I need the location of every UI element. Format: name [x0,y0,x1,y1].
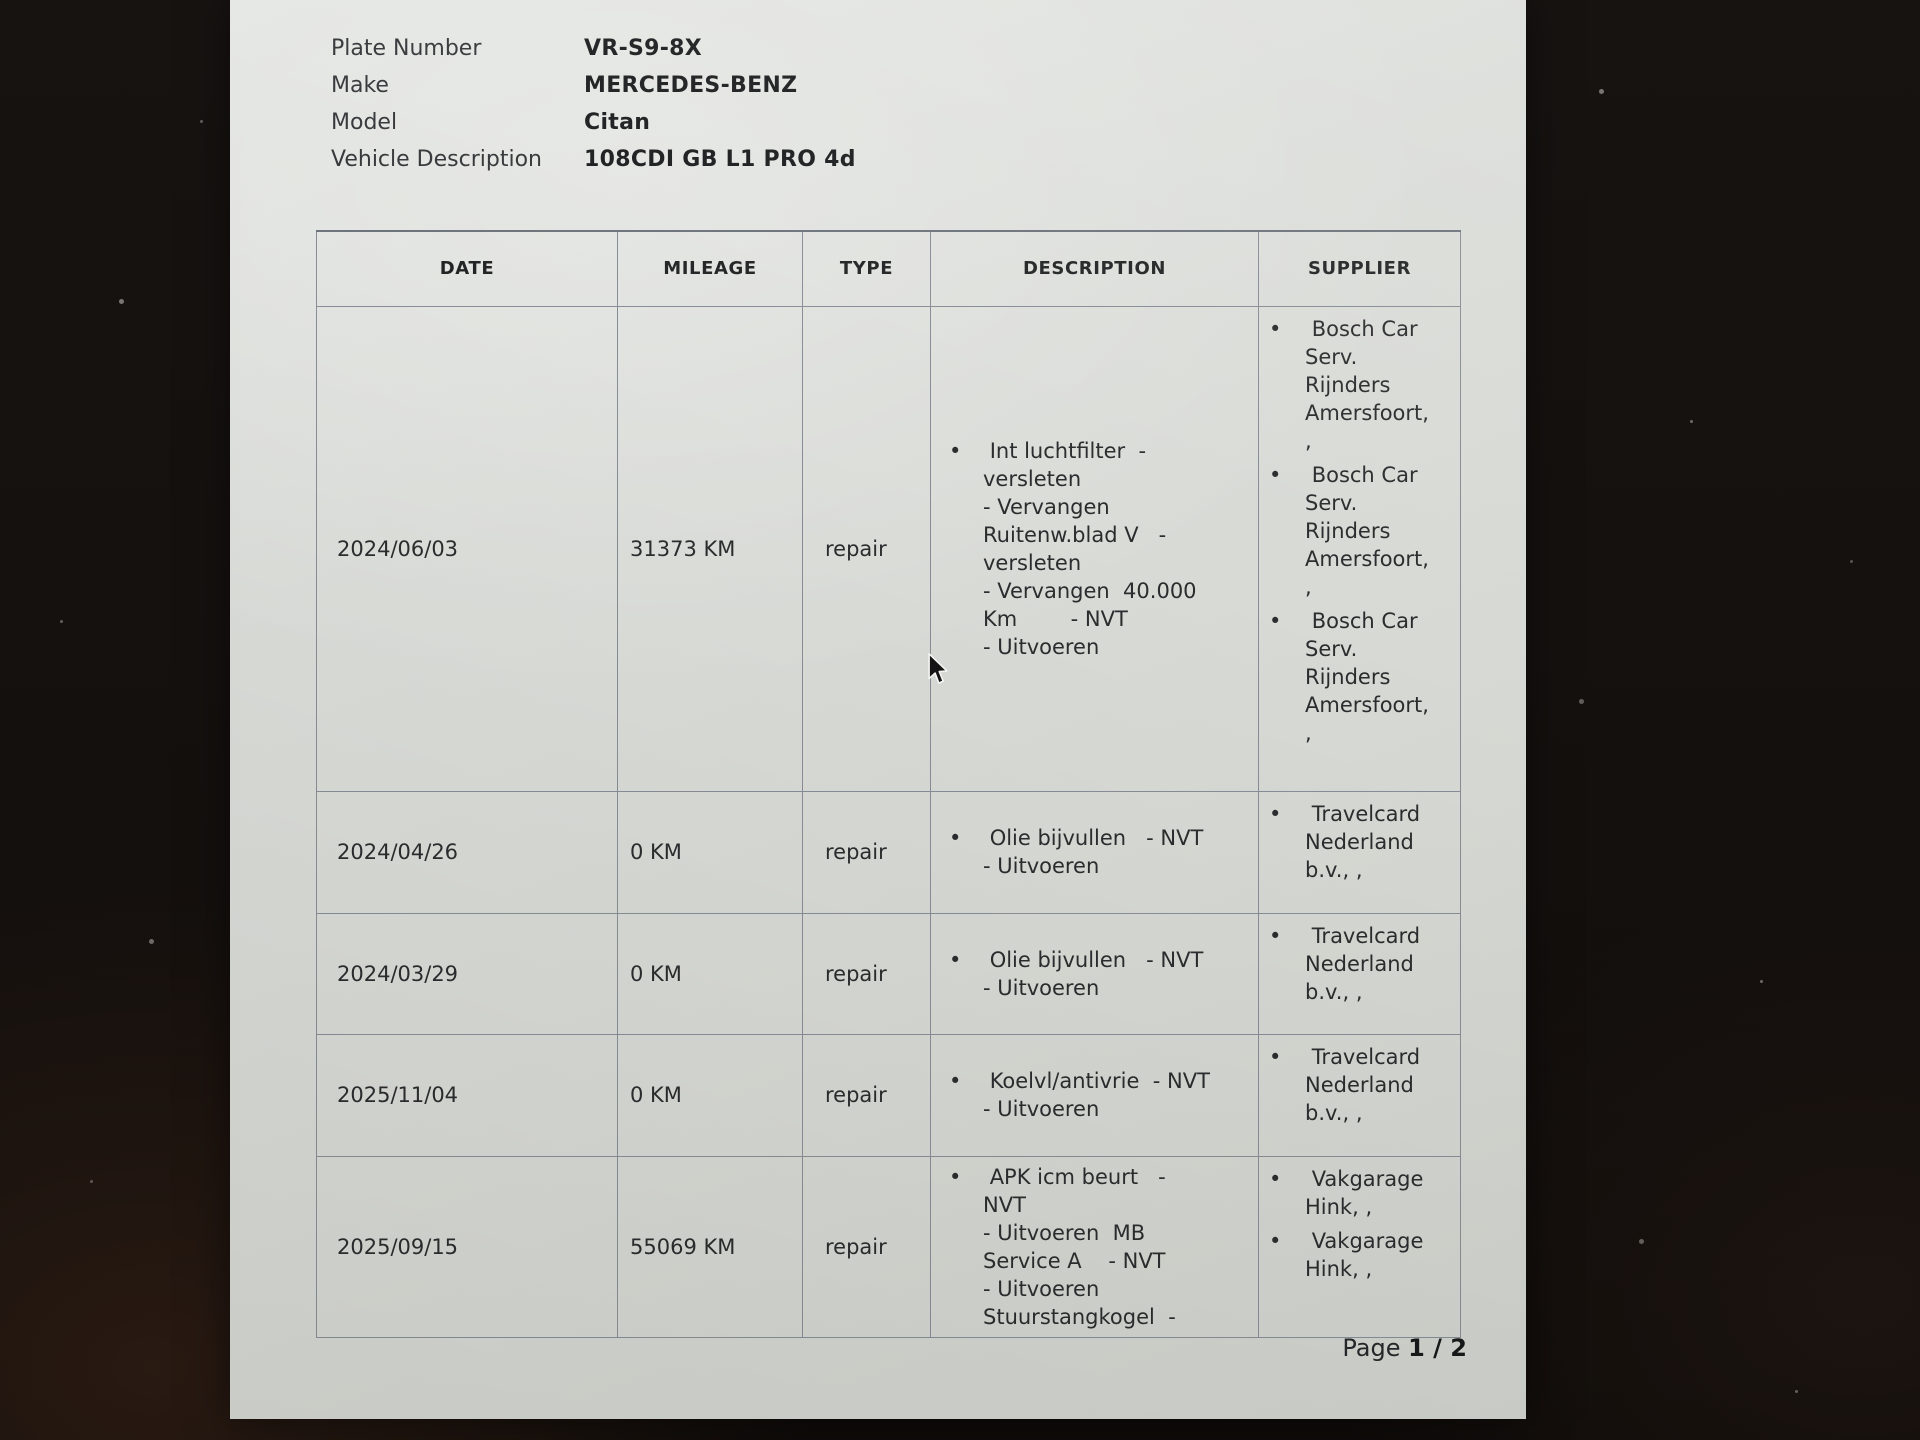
column-header-date: DATE [316,230,618,307]
supplier-item: • Bosch Car Serv. Rijnders Amersfoort, , [1259,315,1458,455]
supplier-item: • Vakgarage Hink, , [1259,1165,1458,1221]
bullet-icon: • [949,826,962,850]
table-row: 2024/06/03 31373 KM repair • Int luchtfi… [316,305,1461,792]
table-header-row: DATE MILEAGE TYPE DESCRIPTION SUPPLIER [316,230,1461,307]
table-row: 2024/03/29 0 KM repair • Olie bijvullen … [316,912,1461,1035]
bullet-icon: • [1269,801,1282,826]
column-header-mileage: MILEAGE [617,230,803,307]
vehicle-info: Plate Number VR-S9-8X Make MERCEDES-BENZ… [331,36,856,184]
supplier-text: Travelcard Nederland b.v., , [1305,923,1421,1004]
supplier-item: • Bosch Car Serv. Rijnders Amersfoort, , [1259,461,1458,601]
description-text: Koelvl/antivrie - NVT - Uitvoeren [983,1069,1210,1121]
bullet-icon: • [1269,316,1282,341]
bullet-icon: • [949,1164,962,1189]
supplier-cell: • Bosch Car Serv. Rijnders Amersfoort, ,… [1258,305,1461,792]
page-number: 1 / 2 [1408,1334,1467,1362]
supplier-item: • Travelcard Nederland b.v., , [1259,922,1458,1006]
supplier-item: • Travelcard Nederland b.v., , [1259,800,1458,884]
description-item: • Koelvl/antivrie - NVT - Uitvoeren [935,1067,1254,1123]
bullet-icon: • [949,438,962,463]
model-label: Model [331,110,398,135]
description-text: Olie bijvullen - NVT - Uitvoeren [983,826,1204,878]
mileage-cell: 31373 KM [617,305,803,792]
bullet-icon: • [1269,1228,1282,1253]
supplier-cell: • Travelcard Nederland b.v., , [1258,1033,1461,1157]
model-value: Citan [584,110,651,135]
dust-specks [0,0,3,3]
supplier-cell: • Travelcard Nederland b.v., , [1258,790,1461,914]
description-cell: • Olie bijvullen - NVT - Uitvoeren [930,790,1259,914]
column-header-supplier: SUPPLIER [1258,230,1461,307]
bullet-icon: • [1269,923,1282,948]
bullet-icon: • [949,947,962,972]
column-header-type: TYPE [802,230,931,307]
description-text: Int luchtfilter - versleten - Vervangen … [983,438,1197,659]
description-cell: • APK icm beurt - NVT - Uitvoeren MB Ser… [930,1155,1259,1338]
description-item: • Olie bijvullen - NVT - Uitvoeren [935,824,1254,880]
vehicle-field-row: Model Citan [331,110,856,147]
description-cell: • Int luchtfilter - versleten - Vervange… [930,305,1259,792]
supplier-text: Travelcard Nederland b.v., , [1305,801,1421,882]
table-row: 2025/11/04 0 KM repair • Koelvl/antivrie… [316,1033,1461,1157]
supplier-item: • Travelcard Nederland b.v., , [1259,1043,1458,1127]
vehicle-description-label: Vehicle Description [331,147,542,172]
supplier-text: Vakgarage Hink, , [1305,1166,1424,1219]
supplier-text: Bosch Car Serv. Rijnders Amersfoort, , [1305,462,1429,599]
description-text: APK icm beurt - NVT - Uitvoeren MB Servi… [983,1164,1176,1329]
mileage-cell: 0 KM [617,1033,803,1157]
mileage-cell: 0 KM [617,790,803,914]
plate-number-value: VR-S9-8X [584,36,703,61]
plate-number-label: Plate Number [331,36,482,61]
table-row: 2025/09/15 55069 KM repair • APK icm beu… [316,1155,1461,1338]
bullet-icon: • [949,1069,962,1093]
bullet-icon: • [1269,608,1282,633]
description-item: • Olie bijvullen - NVT - Uitvoeren [935,946,1254,1002]
supplier-text: Travelcard Nederland b.v., , [1305,1044,1421,1125]
supplier-text: Vakgarage Hink, , [1305,1228,1424,1281]
page-label: Page [1342,1334,1401,1362]
supplier-text: Bosch Car Serv. Rijnders Amersfoort, , [1305,316,1429,453]
supplier-cell: • Travelcard Nederland b.v., , [1258,912,1461,1035]
description-text: Olie bijvullen - NVT - Uitvoeren [983,947,1204,1000]
supplier-cell: • Vakgarage Hink, , • Vakgarage Hink, , [1258,1155,1461,1338]
bullet-icon: • [1269,1044,1282,1069]
column-header-description: DESCRIPTION [930,230,1259,307]
bullet-icon: • [1269,462,1282,487]
mileage-cell: 0 KM [617,912,803,1035]
type-cell: repair [802,1155,931,1338]
date-cell: 2024/04/26 [316,790,618,914]
bullet-icon: • [1269,1166,1282,1191]
type-cell: repair [802,305,931,792]
description-cell: • Koelvl/antivrie - NVT - Uitvoeren [930,1033,1259,1157]
date-cell: 2025/11/04 [316,1033,618,1157]
mouse-cursor [928,653,948,684]
make-label: Make [331,73,389,98]
date-cell: 2024/03/29 [316,912,618,1035]
type-cell: repair [802,912,931,1035]
service-history-table: DATE MILEAGE TYPE DESCRIPTION SUPPLIER 2… [316,230,1461,1338]
vehicle-field-row: Vehicle Description 108CDI GB L1 PRO 4d [331,147,856,184]
document-page: Plate Number VR-S9-8X Make MERCEDES-BENZ… [230,0,1526,1419]
make-value: MERCEDES-BENZ [584,73,798,98]
description-item: • Int luchtfilter - versleten - Vervange… [935,437,1254,661]
type-cell: repair [802,1033,931,1157]
vehicle-field-row: Make MERCEDES-BENZ [331,73,856,110]
date-cell: 2024/06/03 [316,305,618,792]
date-cell: 2025/09/15 [316,1155,618,1338]
supplier-item: • Vakgarage Hink, , [1259,1227,1458,1283]
description-item: • APK icm beurt - NVT - Uitvoeren MB Ser… [935,1163,1254,1331]
type-cell: repair [802,790,931,914]
description-cell: • Olie bijvullen - NVT - Uitvoeren [930,912,1259,1035]
vehicle-field-row: Plate Number VR-S9-8X [331,36,856,73]
supplier-text: Bosch Car Serv. Rijnders Amersfoort, , [1305,608,1429,745]
page-indicator: Page 1 / 2 [1342,1334,1467,1362]
supplier-item: • Bosch Car Serv. Rijnders Amersfoort, , [1259,607,1458,747]
table-row: 2024/04/26 0 KM repair • Olie bijvullen … [316,790,1461,914]
vehicle-description-value: 108CDI GB L1 PRO 4d [584,147,856,172]
mileage-cell: 55069 KM [617,1155,803,1338]
